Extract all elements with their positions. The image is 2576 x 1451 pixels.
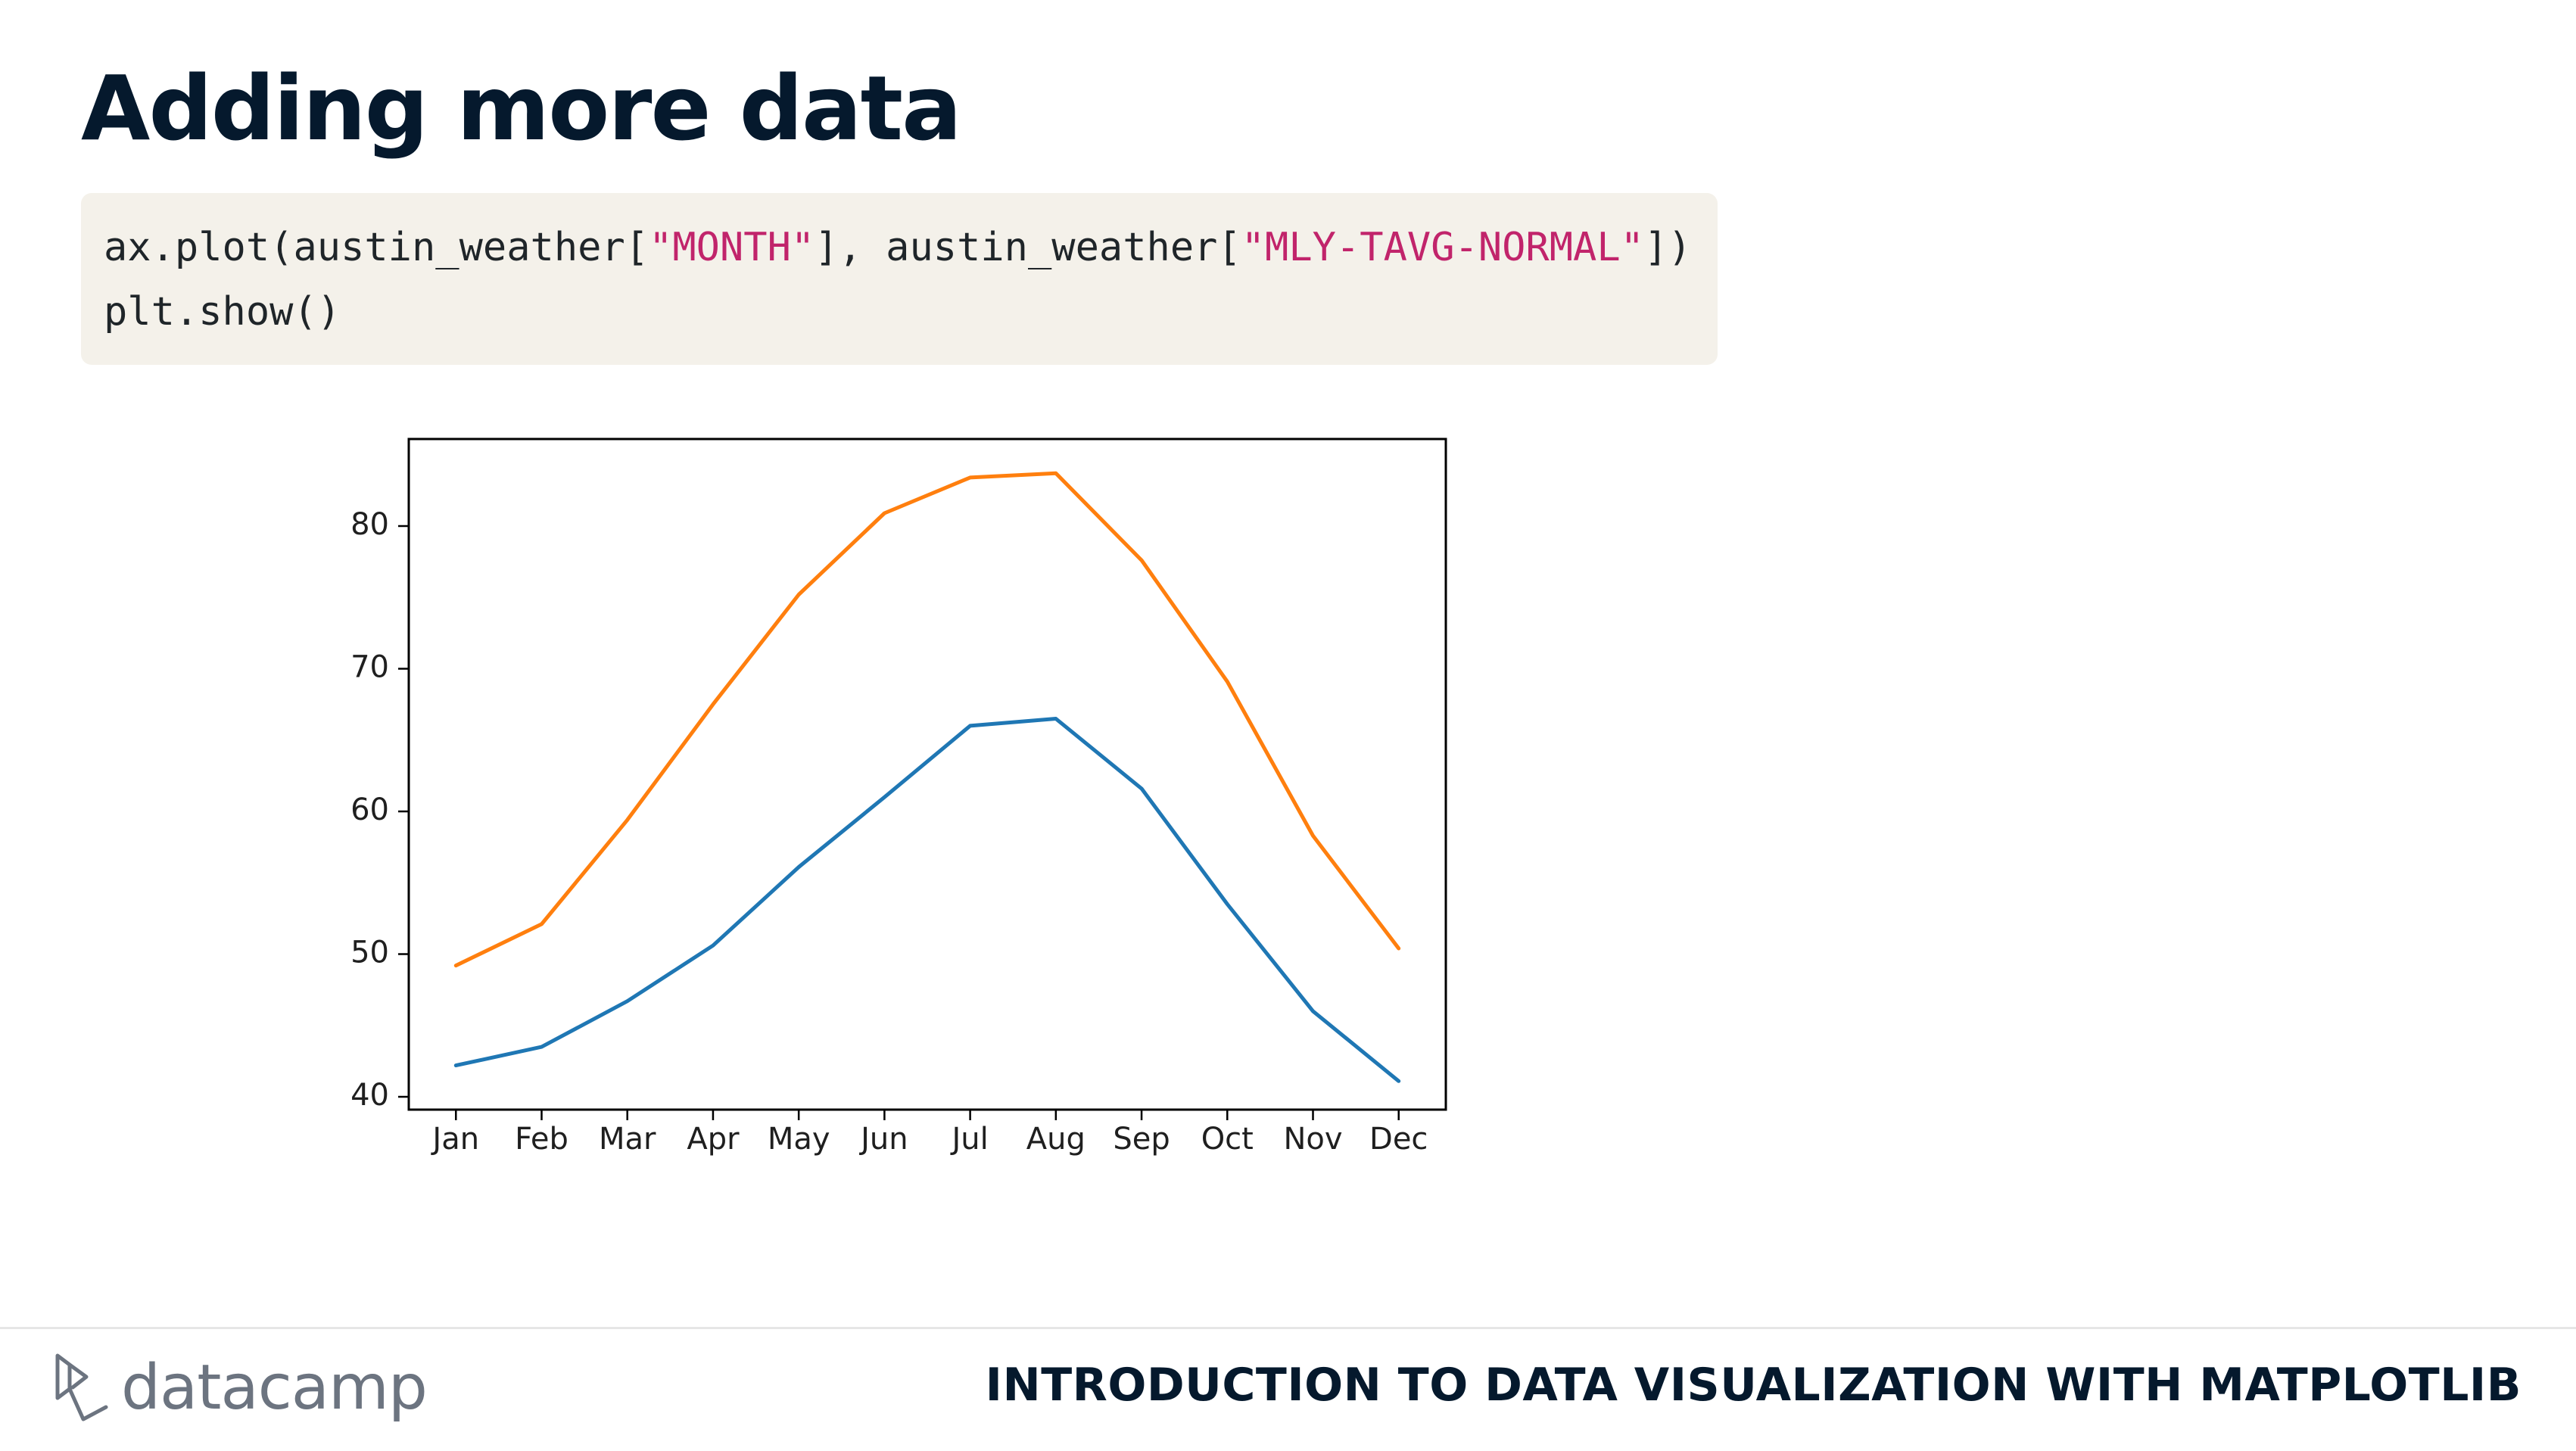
x-tick-label: Feb	[515, 1122, 568, 1157]
line-chart: 40 50 60 70 80 Jan Feb Mar Apr May Jun Jul Aug Sep Oct…	[350, 437, 1447, 1157]
datacamp-logo: datacamp	[53, 1350, 428, 1425]
code-string-tavg: "MLY-TAVG-NORMAL"	[1241, 225, 1644, 270]
plot-frame	[407, 437, 1447, 1111]
x-tick-label: Aug	[1026, 1122, 1086, 1157]
x-tick-label: Mar	[599, 1122, 656, 1157]
y-tick-label: 40	[350, 1078, 389, 1113]
x-tick-label: Jun	[858, 1122, 908, 1157]
x-tick-label: Sep	[1113, 1122, 1170, 1157]
y-tick-label: 50	[350, 936, 389, 970]
datacamp-logo-icon	[55, 1353, 108, 1421]
footer-divider	[0, 1327, 2576, 1329]
x-tick-label: Jan	[430, 1122, 479, 1157]
code-line-2: plt.show()	[104, 289, 341, 335]
code-string-month: "MONTH"	[649, 225, 815, 270]
code-token: ], austin_weather[	[815, 225, 1241, 270]
x-tick-label: Oct	[1201, 1122, 1254, 1157]
x-tick-label: Jul	[949, 1122, 988, 1157]
series-line-1	[453, 717, 1401, 1083]
brand-name: datacamp	[121, 1351, 428, 1424]
x-tick-label: Apr	[687, 1122, 740, 1157]
slide-title: Adding more data	[81, 56, 962, 160]
code-block: ax.plot(austin_weather["MONTH"], austin_…	[81, 193, 1718, 365]
y-tick-label: 60	[350, 792, 389, 827]
y-tick-label: 70	[350, 650, 389, 685]
series-line-2	[453, 471, 1401, 968]
code-token: ])	[1643, 225, 1692, 270]
x-tick-label: Nov	[1283, 1122, 1342, 1157]
x-tick-label: Dec	[1369, 1122, 1428, 1157]
code-token: ax.plot(austin_weather[	[104, 225, 649, 270]
y-tick-label: 80	[350, 507, 389, 542]
code-line-1: ax.plot(austin_weather["MONTH"], austin_…	[104, 216, 1718, 280]
course-title: INTRODUCTION TO DATA VISUALIZATION WITH …	[985, 1359, 2521, 1412]
x-tick-label: May	[768, 1122, 830, 1157]
